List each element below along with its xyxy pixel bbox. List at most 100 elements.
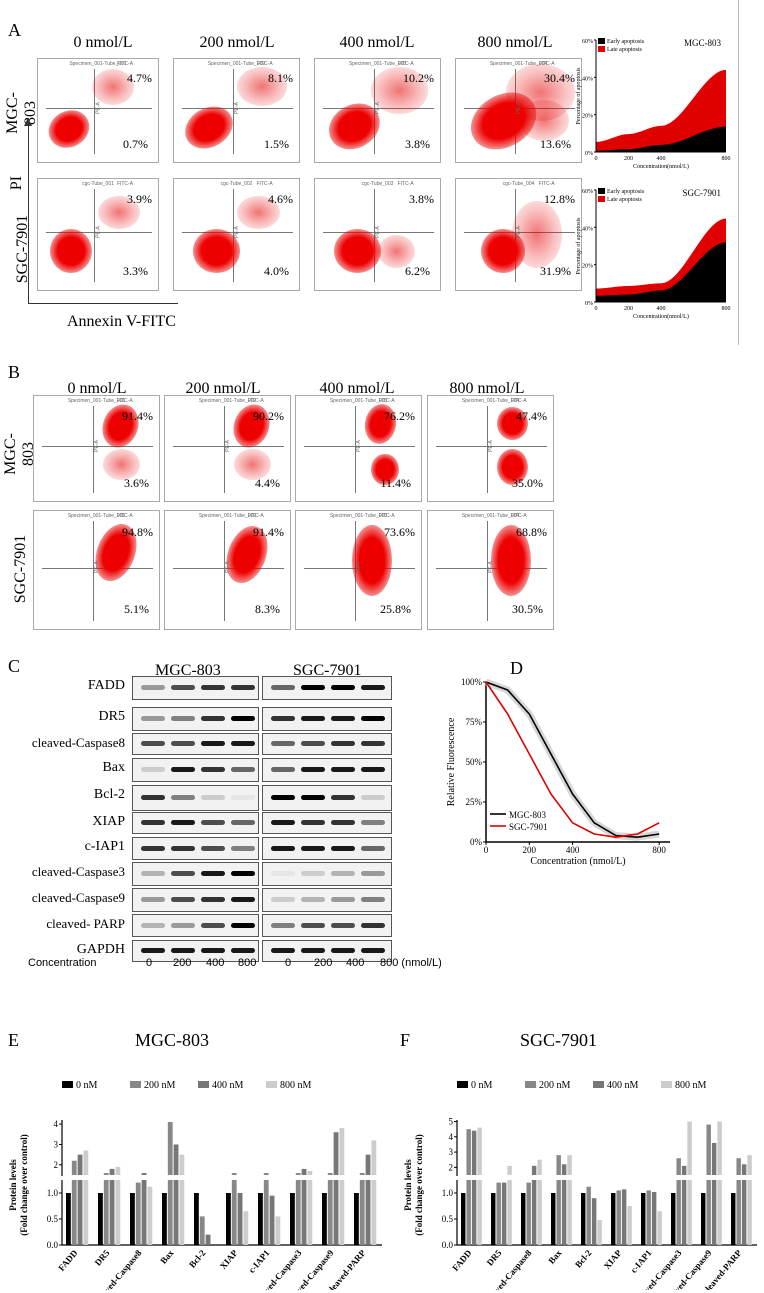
- lower-right-percent: 11.4%: [380, 475, 411, 490]
- wb-band: [271, 685, 295, 690]
- wb-conc-value: 800 (nmol/L): [380, 957, 442, 969]
- flow-plot-title: cgc-Tube_004: [502, 181, 535, 187]
- bar: [706, 1180, 711, 1245]
- cell-population: [518, 100, 569, 142]
- flow-plot: Specimen_001-Tube_004 68.8% 30.5% PE-A FITC-…: [427, 510, 554, 630]
- cell-population: [490, 525, 531, 596]
- wb-band: [271, 795, 295, 800]
- bar: [109, 1180, 115, 1245]
- cell-population: [236, 67, 287, 107]
- upper-right-percent: 76.2%: [384, 408, 415, 423]
- flow-plot: Specimen_001-Tube_003 10.2% 3.8% PE-A FITC-A: [314, 58, 441, 163]
- wb-protein-label: XIAP: [92, 814, 125, 829]
- lower-right-percent: 6.2%: [405, 263, 430, 278]
- wb-lane-box: [262, 888, 392, 912]
- wb-conc-value: 400: [346, 957, 365, 969]
- curve-sgc-7901: [485, 681, 660, 838]
- bar-upper: [477, 1127, 482, 1175]
- wb-protein-label: Bax: [102, 760, 125, 775]
- flow-plot-title: Specimen_001-Tube_003: [348, 61, 407, 67]
- bar: [461, 1193, 466, 1245]
- legend-label: MGC-803: [509, 810, 547, 820]
- bar: [616, 1190, 621, 1245]
- bar: [258, 1193, 263, 1245]
- quadrant-vline: [224, 521, 225, 621]
- quadrant-vline: [94, 189, 95, 282]
- wb-band: [271, 845, 295, 851]
- cell-population: [41, 102, 96, 155]
- legend-early: Early apoptosis: [607, 189, 645, 195]
- panel-label-e: E: [8, 1030, 19, 1050]
- quadrant-hline: [436, 446, 547, 447]
- cell-population: [496, 406, 528, 441]
- bar: [66, 1193, 71, 1245]
- bar: [333, 1180, 339, 1245]
- wb-lane-box: [262, 733, 392, 755]
- wb-band: [361, 922, 385, 928]
- wb-band: [141, 795, 165, 800]
- early-apoptosis-area: [596, 126, 726, 152]
- cell-population: [377, 234, 415, 268]
- wb-band: [271, 716, 295, 721]
- bar-chart-f: 0 nM 200 nM 400 nM 800 nM 0.0 0.5 1.0 2 3 4 5 Prote…: [403, 1080, 757, 1290]
- bar-upper: [295, 1173, 301, 1175]
- wb-band: [301, 845, 325, 851]
- wb-protein-label: cleaved-Caspase8: [31, 735, 125, 750]
- x-axis-label: FITC-A: [378, 513, 395, 519]
- bar: [199, 1216, 205, 1245]
- upper-right-percent: 10.2%: [403, 71, 434, 86]
- flow-plot-title: Specimen_001-Tube_001: [69, 61, 127, 67]
- wb-band: [331, 871, 355, 876]
- bar: [466, 1180, 471, 1245]
- flow-plot-title: cgc-Tube_001: [82, 181, 114, 187]
- flow-plot-title: Specimen_001-Tube_001: [67, 398, 126, 404]
- y-tick-label: 0.0: [442, 1240, 454, 1250]
- upper-right-percent: 68.8%: [516, 525, 547, 540]
- wb-band: [201, 922, 225, 928]
- bar: [301, 1180, 307, 1245]
- x-category-label: XIAP: [218, 1247, 240, 1271]
- y-tick-label: 0.0: [47, 1240, 59, 1250]
- wb-conc-value: 400: [206, 957, 225, 969]
- wb-lane-box: [132, 707, 259, 731]
- legend-label: 400 nM: [212, 1080, 244, 1091]
- cell-population: [512, 201, 563, 268]
- wb-band: [301, 767, 325, 772]
- wb-band: [331, 716, 355, 721]
- flow-plot: cgc-Tube_004 12.8% 31.9% PE-A FITC-A: [455, 178, 582, 291]
- x-category-label: DR5: [485, 1247, 504, 1267]
- flow-plot: cgc-Tube_003 3.8% 6.2% PE-A FITC-A: [314, 178, 441, 291]
- bar: [205, 1234, 211, 1245]
- wb-band: [141, 741, 165, 746]
- legend-swatch-late: [598, 46, 605, 52]
- concentration-header: 200 nmol/L: [199, 34, 275, 51]
- wb-band: [331, 685, 355, 690]
- wb-band: [141, 716, 165, 721]
- quadrant-vline: [233, 69, 234, 154]
- axis-break: [453, 1176, 461, 1180]
- x-axis-title: Concentration (nmol/L): [530, 856, 625, 867]
- legend-swatch: [525, 1081, 536, 1088]
- bar-upper: [537, 1159, 542, 1175]
- legend-late: Late apoptosis: [607, 47, 642, 53]
- lower-right-percent: 4.4%: [255, 475, 280, 490]
- wb-band: [171, 795, 195, 800]
- wb-band: [201, 795, 225, 800]
- x-category-label: Bcl-2: [573, 1247, 594, 1269]
- bar-upper: [307, 1170, 313, 1175]
- legend-label: 400 nM: [607, 1080, 639, 1091]
- y-tick-label: 40%: [582, 226, 593, 232]
- bar-upper: [471, 1130, 477, 1175]
- bar: [537, 1180, 542, 1245]
- bar: [507, 1180, 512, 1245]
- wb-band: [361, 716, 385, 721]
- bar: [275, 1216, 281, 1245]
- wb-band: [231, 767, 255, 772]
- legend-swatch: [457, 1081, 468, 1088]
- bar: [711, 1180, 717, 1245]
- wb-band: [301, 948, 325, 953]
- bar-upper: [173, 1144, 179, 1175]
- upper-right-percent: 47.4%: [516, 408, 547, 423]
- legend-swatch-late: [598, 196, 605, 202]
- upper-right-percent: 94.8%: [122, 525, 153, 540]
